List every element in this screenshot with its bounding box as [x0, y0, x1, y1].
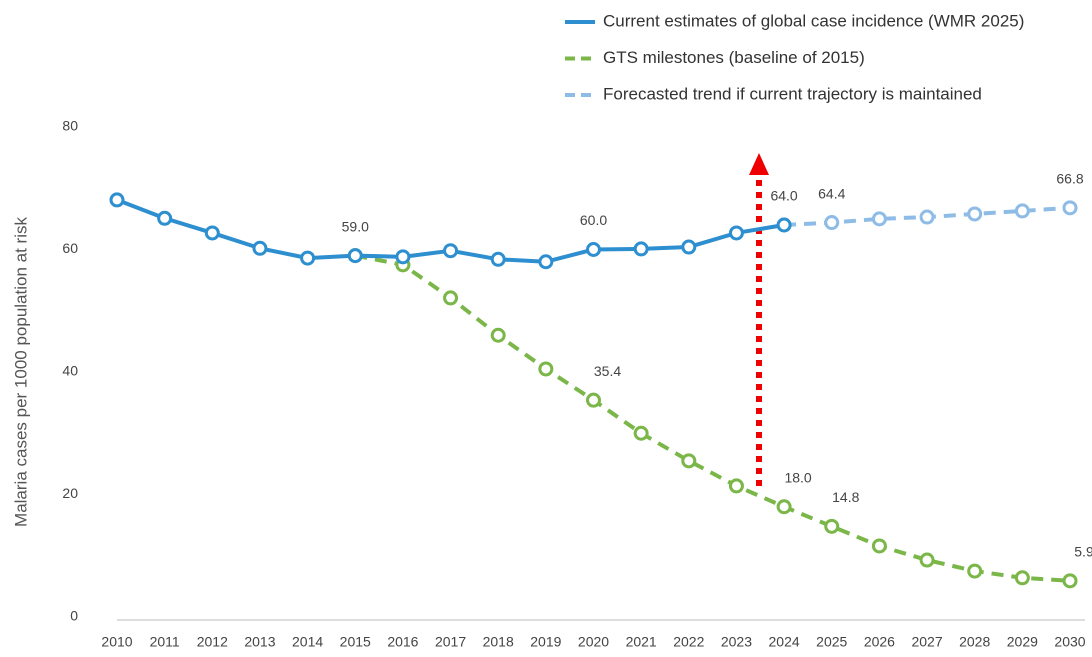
x-tick-label: 2026: [864, 634, 895, 650]
point-marker: [1014, 570, 1030, 586]
x-tick-label: 2021: [626, 634, 657, 650]
legend-label: Current estimates of global case inciden…: [603, 11, 1024, 30]
point-marker: [1014, 203, 1030, 219]
point-marker: [871, 538, 887, 554]
x-tick-label: 2023: [721, 634, 752, 650]
data-label: 5.9: [1074, 544, 1092, 560]
point-marker: [538, 361, 554, 377]
y-tick-label: 40: [62, 363, 78, 379]
x-tick-label: 2014: [292, 634, 323, 650]
point-marker: [681, 453, 697, 469]
point-marker: [824, 518, 840, 534]
series-line: [354, 253, 1071, 583]
point-marker: [538, 254, 554, 270]
data-label: 18.0: [784, 469, 811, 485]
point-marker: [871, 211, 887, 227]
y-tick-label: 0: [70, 608, 78, 624]
point-marker: [252, 240, 268, 256]
x-tick-label: 2017: [435, 634, 466, 650]
x-tick-label: 2012: [197, 634, 228, 650]
point-marker: [633, 241, 649, 257]
data-label: 66.8: [1056, 171, 1083, 187]
point-marker: [109, 192, 125, 208]
x-tick-label: 2010: [101, 634, 132, 650]
x-tick-label: 2022: [673, 634, 704, 650]
legend-label: GTS milestones (baseline of 2015): [603, 48, 865, 67]
point-marker: [443, 243, 459, 259]
data-label: 59.0: [342, 218, 369, 234]
x-tick-label: 2016: [387, 634, 418, 650]
point-marker: [824, 215, 840, 231]
x-tick-label: 2025: [816, 634, 847, 650]
x-tick-label: 2028: [959, 634, 990, 650]
y-axis-label: Malaria cases per 1000 population at ris…: [11, 217, 30, 527]
point-marker: [586, 392, 601, 408]
point-marker: [490, 251, 506, 267]
x-tick-label: 2029: [1007, 634, 1038, 650]
point-marker: [776, 217, 792, 233]
legend-label: Forecasted trend if current trajectory i…: [603, 84, 982, 103]
point-marker: [395, 249, 411, 265]
data-label: 14.8: [832, 489, 859, 505]
point-marker: [443, 290, 459, 306]
point-marker: [681, 239, 697, 255]
x-tick-label: 2015: [340, 634, 371, 650]
point-marker: [204, 225, 220, 241]
data-label: 60.0: [580, 212, 607, 228]
data-label: 64.0: [770, 188, 797, 204]
x-tick-label: 2020: [578, 634, 609, 650]
x-tick-label: 2011: [150, 634, 180, 650]
point-marker: [633, 425, 649, 441]
point-marker: [1062, 573, 1078, 589]
point-marker: [919, 552, 935, 568]
x-tick-label: 2018: [483, 634, 514, 650]
point-marker: [1062, 200, 1078, 216]
point-marker: [728, 478, 744, 494]
x-tick-label: 2027: [911, 634, 942, 650]
x-tick-label: 2019: [530, 634, 561, 650]
point-marker: [157, 210, 173, 226]
x-tick-label: 2013: [244, 634, 275, 650]
y-tick-label: 80: [62, 118, 78, 134]
point-marker: [586, 242, 601, 257]
point-marker: [347, 248, 363, 264]
y-tick-label: 20: [62, 485, 78, 501]
data-label: 35.4: [594, 363, 621, 379]
point-marker: [967, 563, 983, 579]
point-marker: [919, 209, 935, 225]
y-tick-label: 60: [62, 240, 78, 256]
x-tick-label: 2030: [1054, 634, 1085, 650]
x-tick-label: 2024: [769, 634, 800, 650]
point-marker: [300, 250, 316, 266]
point-marker: [776, 499, 792, 515]
point-marker: [490, 327, 506, 343]
point-marker: [728, 225, 744, 241]
point-marker: [967, 206, 983, 222]
gap-arrow: [749, 153, 769, 486]
data-label: 64.4: [818, 185, 845, 201]
